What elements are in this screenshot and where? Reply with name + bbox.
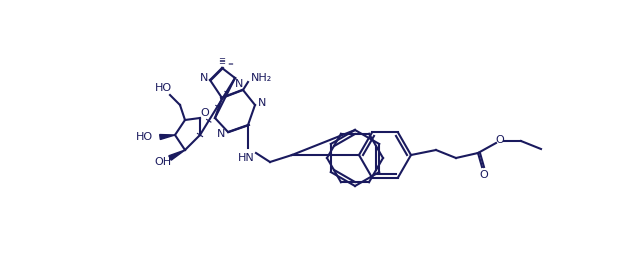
- Text: =: =: [219, 59, 225, 68]
- Polygon shape: [160, 134, 175, 140]
- Text: HO: HO: [154, 83, 171, 93]
- Text: HO: HO: [136, 132, 153, 142]
- Text: N: N: [217, 129, 225, 139]
- Text: =: =: [219, 55, 225, 64]
- Text: O: O: [480, 170, 489, 180]
- Polygon shape: [169, 150, 185, 160]
- Text: =: =: [227, 61, 233, 67]
- Text: HN: HN: [237, 153, 254, 163]
- Text: OH: OH: [154, 157, 171, 167]
- Text: O: O: [495, 135, 504, 145]
- Text: O: O: [200, 108, 209, 118]
- Text: N: N: [258, 98, 266, 108]
- Text: N: N: [200, 73, 208, 83]
- Text: N: N: [235, 79, 243, 89]
- Text: NH₂: NH₂: [251, 73, 273, 83]
